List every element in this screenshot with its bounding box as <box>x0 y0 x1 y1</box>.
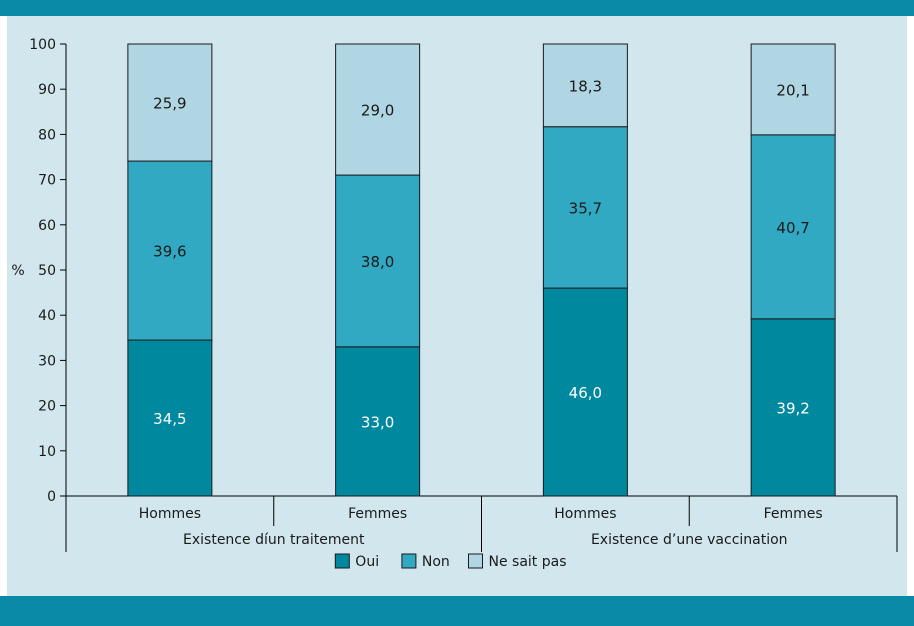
legend-label: Non <box>422 554 450 570</box>
y-tick-label: 70 <box>38 173 56 189</box>
data-label: 25,9 <box>153 95 186 113</box>
y-tick-label: 90 <box>38 82 56 98</box>
data-label: 34,5 <box>153 410 186 428</box>
bar-segment-non <box>335 174 421 348</box>
data-label: 39,2 <box>776 399 809 417</box>
y-tick-label: 100 <box>29 37 56 53</box>
y-tick-label: 0 <box>47 489 56 505</box>
data-label: 46,0 <box>569 384 602 402</box>
y-axis-label: % <box>11 263 24 279</box>
bar-segment-ne-sait-pas <box>542 43 628 128</box>
bar-segment-non <box>750 134 836 320</box>
legend-swatch-ne-sait-pas <box>468 553 483 569</box>
data-label: 18,3 <box>569 77 602 95</box>
bar-segment-ne-sait-pas <box>750 43 836 136</box>
top-color-band <box>0 0 914 16</box>
bar-segment-non <box>542 126 628 289</box>
x-group-label: Existence díun traitement <box>183 532 365 548</box>
legend-swatch-oui <box>334 553 350 569</box>
x-group-label: Existence d’une vaccination <box>591 532 788 548</box>
legend-label: Ne sait pas <box>489 554 567 570</box>
bar-segment-ne-sait-pas <box>127 43 213 162</box>
x-tick-label: Femmes <box>348 506 407 522</box>
stacked-bar-chart: 0 10 20 30 40 50 60 70 80 90 100% 34,5 39,6 25,9 Homme… <box>11 37 898 570</box>
data-label: 38,0 <box>361 253 394 271</box>
x-tick-label: Hommes <box>554 506 616 522</box>
y-tick-label: 10 <box>38 444 56 460</box>
x-tick-label: Femmes <box>764 506 823 522</box>
y-tick-label: 50 <box>38 263 56 279</box>
y-tick-label: 80 <box>38 127 56 143</box>
chart-panel: 0 10 20 30 40 50 60 70 80 90 100% 34,5 39,6 25,9 Homme… <box>7 16 907 596</box>
bar-segment-oui <box>335 346 421 497</box>
y-tick-label: 30 <box>38 353 56 369</box>
legend-swatch-non <box>401 553 417 569</box>
data-label: 40,7 <box>776 219 809 237</box>
y-tick-label: 20 <box>38 399 56 415</box>
y-tick-label: 60 <box>38 218 56 234</box>
bar-segment-oui <box>542 287 628 497</box>
bar-segment-ne-sait-pas <box>335 43 421 176</box>
data-label: 33,0 <box>361 413 394 431</box>
legend-label: Oui <box>355 554 379 570</box>
bottom-color-band <box>0 596 914 626</box>
data-label: 35,7 <box>569 199 602 217</box>
x-tick-label: Hommes <box>139 506 201 522</box>
data-label: 39,6 <box>153 243 186 261</box>
data-label: 29,0 <box>361 102 394 120</box>
y-tick-label: 40 <box>38 308 56 324</box>
bar-segment-oui <box>750 318 836 497</box>
data-label: 20,1 <box>776 81 809 99</box>
